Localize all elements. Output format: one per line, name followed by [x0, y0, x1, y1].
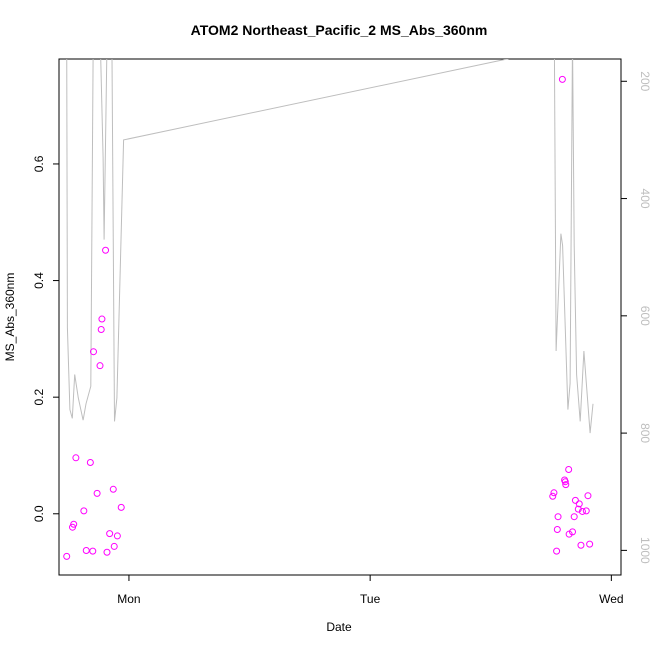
- data-point: [72, 454, 80, 462]
- x-tick-label: Wed: [599, 592, 623, 606]
- x-axis-label: Date: [326, 620, 352, 634]
- y-tick-label: 0.2: [32, 389, 46, 406]
- data-point: [117, 503, 125, 511]
- data-point: [569, 528, 577, 536]
- data-point: [97, 326, 105, 334]
- data-point: [96, 362, 104, 370]
- y-tick-label: 0.6: [32, 155, 46, 172]
- data-point: [562, 481, 570, 489]
- y-axis-right: 200 400 600 800 1000: [621, 71, 650, 564]
- data-point: [582, 507, 590, 515]
- data-point: [553, 547, 561, 555]
- data-point: [584, 492, 592, 500]
- data-point: [575, 500, 583, 508]
- data-point: [550, 489, 558, 497]
- data-point: [70, 520, 78, 528]
- data-point: [110, 542, 118, 550]
- data-point: [102, 246, 110, 254]
- data-point: [93, 489, 101, 497]
- points-layer: [63, 75, 594, 560]
- data-point: [98, 315, 106, 323]
- data-point: [86, 458, 94, 466]
- depth-line-layer: [66, 59, 594, 434]
- chart-title: ATOM2 Northeast_Pacific_2 MS_Abs_360nm: [191, 22, 488, 38]
- y2-tick-label: 200: [638, 71, 650, 91]
- data-point: [578, 507, 586, 515]
- data-point: [571, 496, 579, 504]
- data-point: [570, 513, 578, 521]
- data-point: [558, 75, 566, 83]
- y2-tick-label: 800: [638, 423, 650, 443]
- x-tick-label: Mon: [117, 592, 140, 606]
- data-point: [82, 547, 90, 555]
- data-point: [106, 530, 114, 538]
- depth-line: [66, 59, 594, 434]
- data-point: [109, 485, 117, 493]
- y-axis-label: MS_Abs_360nm: [3, 273, 17, 362]
- y2-tick-label: 600: [638, 306, 650, 326]
- y-tick-label: 0.0: [32, 505, 46, 522]
- data-point: [554, 513, 562, 521]
- data-point: [63, 552, 71, 560]
- x-axis: Mon Tue Wed: [117, 575, 624, 606]
- data-point: [574, 505, 582, 513]
- y2-tick-label: 400: [638, 189, 650, 209]
- data-point: [80, 507, 88, 515]
- x-tick-label: Tue: [360, 592, 381, 606]
- data-point: [549, 492, 557, 500]
- data-point: [103, 548, 111, 556]
- data-point: [577, 541, 585, 549]
- data-point: [89, 547, 97, 555]
- data-point: [553, 526, 561, 534]
- data-point: [565, 465, 573, 473]
- data-point: [89, 348, 97, 356]
- data-point: [561, 478, 569, 486]
- data-point: [586, 540, 594, 548]
- y-axis-left: 0.0 0.2 0.4 0.6: [32, 155, 59, 522]
- data-point: [113, 532, 121, 540]
- y2-tick-label: 1000: [638, 537, 650, 564]
- y-tick-label: 0.4: [32, 272, 46, 289]
- plot-frame: [58, 58, 622, 576]
